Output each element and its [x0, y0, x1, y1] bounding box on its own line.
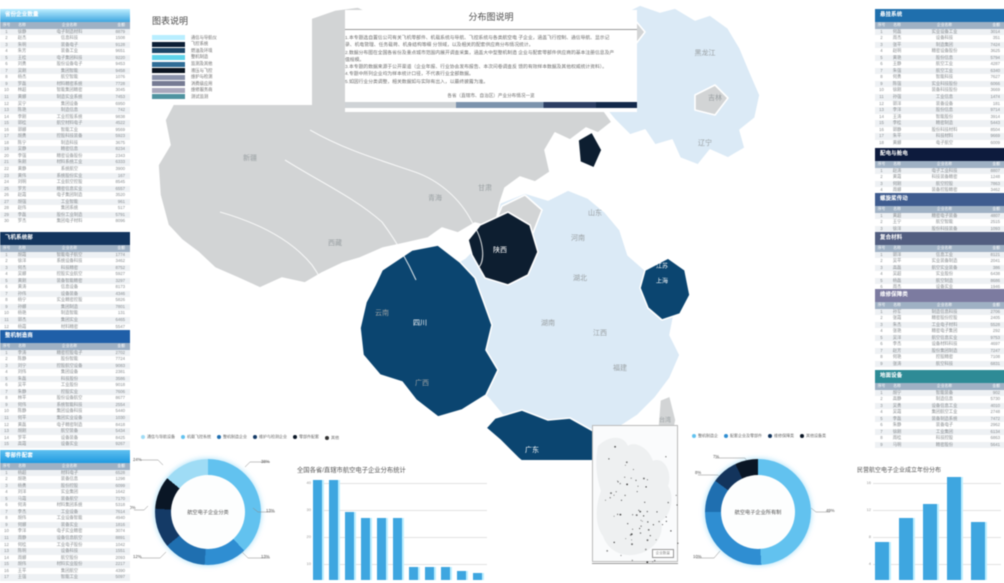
svg-text:台湾: 台湾 [659, 416, 671, 424]
svg-text:辽宁: 辽宁 [698, 138, 712, 147]
svg-text:黑龙江: 黑龙江 [695, 48, 716, 57]
svg-text:广西: 广西 [415, 378, 429, 387]
svg-text:四川: 四川 [413, 319, 427, 327]
svg-text:吉林: 吉林 [708, 93, 722, 102]
svg-text:上海: 上海 [656, 277, 668, 285]
svg-text:陕西: 陕西 [493, 245, 507, 254]
svg-text:新疆: 新疆 [243, 153, 257, 162]
svg-text:江西: 江西 [593, 329, 607, 337]
svg-text:甘肃: 甘肃 [478, 183, 492, 192]
svg-text:福建: 福建 [613, 363, 627, 372]
svg-text:云南: 云南 [375, 308, 389, 317]
svg-text:山东: 山东 [588, 208, 602, 217]
svg-text:青海: 青海 [428, 193, 442, 202]
svg-text:江苏: 江苏 [656, 262, 668, 270]
svg-text:河南: 河南 [571, 233, 585, 242]
svg-text:湖北: 湖北 [573, 273, 587, 282]
svg-text:西藏: 西藏 [328, 238, 342, 247]
svg-text:湖南: 湖南 [541, 318, 555, 327]
svg-text:广东: 广东 [525, 445, 539, 454]
